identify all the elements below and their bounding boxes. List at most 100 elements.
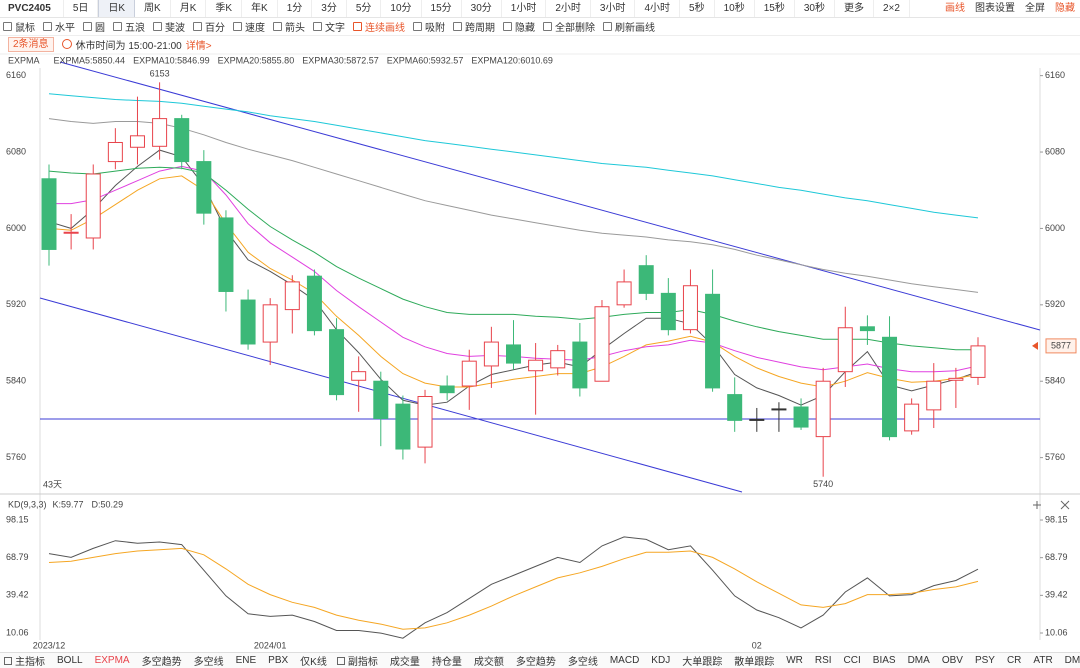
candle-body	[793, 406, 809, 428]
drawing-tool[interactable]: 圆	[80, 19, 110, 34]
sub-indicator-tab[interactable]: RSI	[814, 655, 832, 666]
sub-indicator-tab[interactable]: PSY	[974, 655, 995, 666]
main-indicator-tab[interactable]: 仅K线	[300, 657, 327, 668]
sub-indicator-tab[interactable]: KDJ	[651, 655, 671, 666]
period-tab[interactable]: 季K	[206, 0, 243, 17]
y-tick-label: 39.42	[1045, 590, 1068, 600]
drawing-tool[interactable]: 箭头	[270, 19, 310, 34]
notice-text: 休市时间为 15:00-21:00	[75, 40, 182, 52]
period-tab[interactable]: 1小时	[502, 0, 547, 17]
candle-body	[196, 161, 212, 214]
period-tab[interactable]: 年K	[242, 0, 278, 17]
drawing-tool[interactable]: 刷新画线	[600, 19, 660, 34]
drawing-tool[interactable]: 全部删除	[540, 19, 600, 34]
sub-indicator-tab[interactable]: 大单跟踪	[682, 657, 723, 668]
y-tick-label: 68.79	[1045, 552, 1068, 562]
drawing-tool[interactable]: 水平	[40, 19, 80, 34]
sub-indicator-tab[interactable]: 多空线	[567, 657, 598, 668]
sub-indicator-tab[interactable]: CCI	[843, 655, 861, 666]
period-tab[interactable]: 1分	[278, 0, 313, 17]
period-tab[interactable]: 周K	[135, 0, 171, 17]
period-tab[interactable]: 月K	[171, 0, 207, 17]
sub-indicator-tab[interactable]: 多空趋势	[515, 657, 556, 668]
sub-indicator-tab[interactable]: 散单跟踪	[734, 657, 775, 668]
action-button[interactable]: 全屏	[1025, 2, 1045, 14]
sub-indicator-tab[interactable]: 成交量	[389, 657, 420, 668]
trend-line[interactable]	[59, 61, 1041, 331]
sub-indicator-tab[interactable]: OBV	[941, 655, 963, 666]
candle-body	[859, 326, 875, 332]
details-link[interactable]: 详情>	[185, 40, 212, 52]
y-tick-label: 5840	[1045, 376, 1065, 386]
y-tick-label: 6160	[6, 70, 26, 80]
period-tab[interactable]: 2小时	[546, 0, 591, 17]
period-tab[interactable]: 10分	[381, 0, 422, 17]
legend-entry: EXPMA30:5872.57	[302, 55, 379, 65]
drawing-tool[interactable]: 速度	[230, 19, 270, 34]
period-tab[interactable]: 4小时	[635, 0, 681, 17]
period-tab[interactable]: 3分	[312, 0, 347, 17]
candle-body	[926, 380, 942, 411]
candle-body	[262, 304, 278, 343]
period-tab[interactable]: 日K	[98, 0, 136, 17]
drawing-tool[interactable]: 鼠标	[0, 19, 40, 34]
messages[interactable]: 2条消息	[8, 36, 54, 52]
period-tab[interactable]: 5秒	[680, 0, 715, 17]
drawing-tool[interactable]: 五浪	[110, 19, 150, 34]
main-indicator-tab[interactable]: PBX	[268, 655, 289, 666]
drawing-tool[interactable]: 百分	[190, 19, 230, 34]
period-tab[interactable]: 2×2	[874, 0, 910, 17]
main-indicator-tab[interactable]: EXPMA	[94, 655, 130, 666]
drawing-tool[interactable]: 吸附	[410, 19, 450, 34]
sub-indicator-tab[interactable]: WR	[786, 655, 803, 666]
candle-body	[240, 299, 256, 345]
sub-indicator-tab[interactable]: CR	[1006, 655, 1022, 666]
symbol[interactable]: PVC2405	[0, 0, 64, 17]
period-tab[interactable]: 3小时	[591, 0, 636, 17]
drawing-toolbar: 鼠标 水平圆五浪 斐波 百分 速度 箭头 文字 连续画线 吸附 跨周期 隐藏 全部删除 刷新画线	[0, 18, 1080, 36]
candle-body	[351, 371, 367, 381]
candle-body	[373, 380, 389, 419]
drawing-tool[interactable]: 斐波	[150, 19, 190, 34]
legend-entry: EXPMA10:5846.99	[133, 55, 210, 65]
period-tab[interactable]: 10秒	[715, 0, 755, 17]
indicator-title: EXPMA	[8, 55, 40, 65]
sub-indicator-tab[interactable]: MACD	[609, 655, 640, 666]
period-tab[interactable]: 30秒	[795, 0, 835, 17]
candle-body	[129, 135, 145, 148]
drawing-tool[interactable]: 跨周期	[450, 19, 500, 34]
main-indicator-tab[interactable]: BOLL	[57, 655, 83, 666]
legend-entry: EXPMA120:6010.69	[471, 55, 553, 65]
y-tick-label: 6160	[1045, 70, 1065, 80]
sub-indicator-tab[interactable]: BIAS	[872, 655, 896, 666]
candle-body	[727, 394, 743, 421]
candle-body	[682, 285, 698, 331]
action-button[interactable]: 图表设置	[975, 2, 1015, 14]
action-button[interactable]: 隐藏	[1055, 2, 1075, 14]
sub-indicator-tab[interactable]: 成交额	[473, 657, 504, 668]
indicator-line	[48, 536, 979, 639]
price-pointer	[1032, 341, 1038, 350]
period-tab[interactable]: 15分	[422, 0, 462, 17]
close-icon[interactable]	[1060, 500, 1070, 510]
main-indicator-tab[interactable]: 多空线	[193, 657, 224, 668]
candle-body	[749, 418, 765, 421]
sub-indicator-tab[interactable]: DMA	[907, 655, 930, 666]
main-indicator-tab[interactable]: ENE	[235, 655, 257, 666]
period-tab[interactable]: 15秒	[755, 0, 795, 17]
drawing-tool[interactable]: 隐藏	[500, 19, 540, 34]
sub-indicator-tab[interactable]: DMI	[1064, 655, 1080, 666]
period-tab[interactable]: 5分	[347, 0, 382, 17]
main-indicator-tab[interactable]: 多空趋势	[141, 657, 182, 668]
sub-indicator-tab[interactable]: ATR	[1033, 655, 1053, 666]
y-tick-label: 5760	[6, 452, 26, 462]
sub-indicator-tab[interactable]: 持仓量	[431, 657, 462, 668]
drawing-tool[interactable]: 连续画线	[350, 19, 410, 34]
period-tab[interactable]: 30分	[462, 0, 502, 17]
period-tab[interactable]: 5日	[64, 0, 99, 17]
trend-line[interactable]	[39, 297, 743, 493]
period-tab[interactable]: 更多	[835, 0, 874, 17]
y-tick-label: 98.15	[1045, 514, 1068, 524]
drawing-tool[interactable]: 文字	[310, 19, 350, 34]
action-button[interactable]: 画线	[945, 2, 965, 14]
